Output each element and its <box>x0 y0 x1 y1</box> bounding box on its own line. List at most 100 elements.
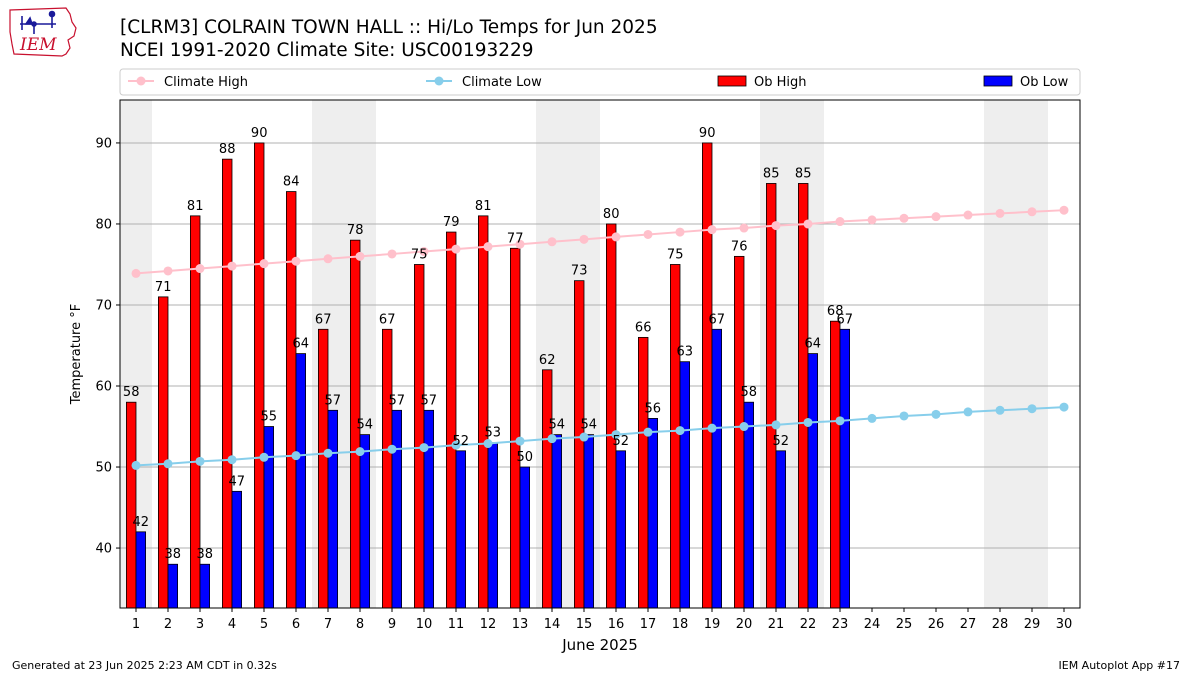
climate-low-point <box>899 411 909 421</box>
data-labels: 58 71 81 88 90 84 67 78 67 75 79 81 77 62 73 80 66 75 90 76… <box>123 126 853 562</box>
climate-low-point <box>419 443 429 453</box>
climate-low-point <box>771 420 781 430</box>
x-tick-label: 11 <box>448 617 465 632</box>
x-tick-label: 20 <box>736 617 753 632</box>
x-tick-label: 7 <box>324 617 332 632</box>
climate-high-point <box>515 239 525 249</box>
climate-high-point <box>707 225 717 235</box>
ob-low-bar <box>327 409 339 609</box>
app-credit: IEM Autoplot App #17 <box>1058 659 1181 672</box>
ob-high-value-label: 90 <box>251 126 268 141</box>
ob-low-value-label: 58 <box>741 385 758 400</box>
climate-low-point <box>227 455 237 465</box>
x-tick-label: 23 <box>832 617 849 632</box>
climate-low-point <box>675 426 685 436</box>
ob-low-bar <box>455 450 467 609</box>
ob-high-bar <box>221 158 233 609</box>
ob-high-legend-swatch <box>717 75 747 87</box>
ob-high-value-label: 75 <box>667 247 684 262</box>
climate-high-point <box>963 210 973 220</box>
climate-low-point <box>387 444 397 454</box>
climate-high-point <box>835 217 845 227</box>
ob-high-bar <box>606 223 617 609</box>
climate-low-point <box>451 440 461 450</box>
climate-low-point <box>515 436 525 446</box>
ob-high-bar <box>477 215 489 609</box>
ob-low-bar <box>423 409 435 609</box>
ob-low-bar <box>839 328 851 609</box>
x-tick-label: 17 <box>640 617 657 632</box>
climate-high-point <box>579 234 589 244</box>
ob-high-bar <box>702 142 713 609</box>
ob-high-value-label: 58 <box>123 385 140 400</box>
climate-high-point <box>643 229 653 239</box>
ob-high-value-label: 62 <box>539 353 556 368</box>
climate-high-point <box>355 251 365 261</box>
ob-low-value-label: 47 <box>229 474 246 489</box>
ob-low-value-label: 64 <box>293 337 310 352</box>
ob-low-value-label: 63 <box>677 345 694 360</box>
climate-low-point <box>1059 402 1069 412</box>
ob-low-value-label: 50 <box>517 450 534 465</box>
ob-low-bar <box>231 490 243 609</box>
x-tick-label: 28 <box>992 617 1009 632</box>
ob-low-bar <box>711 328 723 609</box>
ob-high-value-label: 67 <box>379 312 396 327</box>
x-tick-label: 9 <box>388 617 396 632</box>
climate-low-point <box>963 407 973 417</box>
ob-high-bar <box>381 328 393 609</box>
ob-high-value-label: 80 <box>603 207 620 222</box>
climate-high-point <box>931 212 941 222</box>
climate-high-point <box>547 237 557 247</box>
ob-low-value-label: 67 <box>837 312 854 327</box>
climate-high-point <box>739 223 749 233</box>
ob-low-bar <box>487 442 499 609</box>
climate-low-point <box>195 456 205 466</box>
ob-high-value-label: 85 <box>763 166 780 181</box>
ob-low-value-label: 38 <box>197 547 214 562</box>
x-tick-label: 26 <box>928 617 945 632</box>
x-tick-label: 10 <box>416 617 433 632</box>
climate-low-point <box>867 413 877 423</box>
ob-high-bar <box>285 191 297 609</box>
x-tick-label: 30 <box>1056 617 1073 632</box>
x-tick-label: 12 <box>480 617 497 632</box>
ob-high-bar <box>542 369 553 609</box>
climate-high-point <box>291 256 301 266</box>
ob-high-bar <box>413 264 425 609</box>
climate-low-point <box>931 409 941 419</box>
ob-high-value-label: 75 <box>411 247 428 262</box>
climate-low-point <box>835 416 845 426</box>
legend-frame <box>119 68 1081 96</box>
bars <box>126 142 851 609</box>
ob-high-legend-label: Ob High <box>754 75 807 90</box>
climate-low-point <box>643 427 653 437</box>
x-tick-label: 19 <box>704 617 721 632</box>
ob-high-bar <box>670 264 681 609</box>
x-tick-label: 15 <box>576 617 593 632</box>
climate-low-point <box>707 423 717 433</box>
ob-low-value-label: 38 <box>165 547 182 562</box>
x-tick-label: 18 <box>672 617 689 632</box>
x-tick-label: 2 <box>164 617 172 632</box>
ob-low-bar <box>199 563 211 609</box>
ob-low-value-label: 53 <box>485 426 502 441</box>
ob-low-bar <box>583 434 595 609</box>
climate-high-point <box>259 259 269 269</box>
ob-low-bar <box>391 409 403 609</box>
x-tick-label: 1 <box>132 617 140 632</box>
climate-low-point <box>259 452 269 462</box>
ob-low-value-label: 52 <box>773 434 790 449</box>
ob-low-bar <box>135 531 147 609</box>
ob-high-bar <box>638 336 649 609</box>
ob-low-value-label: 64 <box>805 337 822 352</box>
ob-low-value-label: 54 <box>549 418 566 433</box>
x-tick-label: 27 <box>960 617 977 632</box>
x-tick-label: 21 <box>768 617 785 632</box>
ob-high-value-label: 73 <box>571 264 588 279</box>
ob-high-value-label: 67 <box>315 312 332 327</box>
y-tick-label: 60 <box>95 380 112 395</box>
ob-high-bar <box>830 320 841 609</box>
